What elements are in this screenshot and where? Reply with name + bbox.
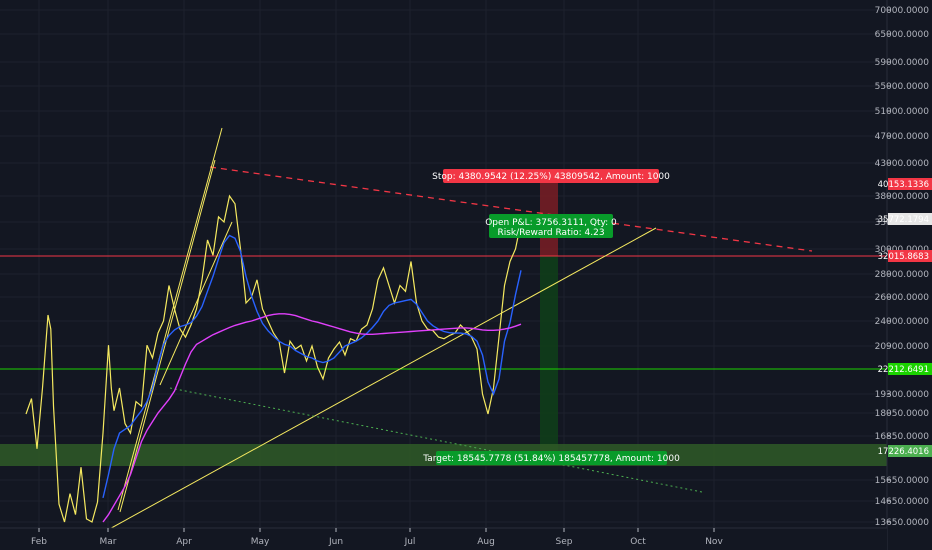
price-tick-label: 19300.0000 bbox=[875, 390, 930, 400]
series-line-0 bbox=[25, 194, 522, 523]
price-tag-label: 35772.1794 bbox=[878, 215, 929, 225]
price-tag-label: 22212.6491 bbox=[878, 365, 929, 375]
price-tag-label: 17226.4016 bbox=[878, 447, 929, 457]
position-labels: Stop: 4380.9542 (12.25%) 43809542, Amoun… bbox=[422, 169, 680, 465]
fan-line-2 bbox=[119, 159, 216, 513]
price-tick-label: 59000.0000 bbox=[875, 58, 930, 68]
time-tick-label: Aug bbox=[477, 537, 495, 547]
time-tick-label: Jul bbox=[404, 537, 416, 547]
time-tick-label: Mar bbox=[100, 537, 117, 547]
price-tag-label: 40153.1336 bbox=[878, 180, 929, 190]
price-tick-label: 43000.0000 bbox=[875, 159, 930, 169]
price-tick-label: 16850.0000 bbox=[875, 432, 930, 442]
time-axis-background bbox=[0, 528, 887, 550]
price-tick-label: 20900.0000 bbox=[875, 342, 930, 352]
grid bbox=[0, 0, 887, 528]
price-tag-box bbox=[888, 445, 932, 457]
price-tag-box bbox=[888, 213, 932, 225]
stop-label-box bbox=[443, 169, 659, 183]
target-label-box bbox=[436, 451, 667, 465]
price-tick-label: 28000.0000 bbox=[875, 270, 930, 280]
price-tag-box bbox=[888, 178, 932, 190]
time-tick-label: Feb bbox=[31, 537, 47, 547]
price-tag-box bbox=[888, 250, 932, 262]
target-zone bbox=[540, 256, 558, 452]
trend-drawings bbox=[0, 127, 887, 533]
price-tick-label: 47000.0000 bbox=[875, 132, 930, 142]
resistance-trendline bbox=[209, 166, 813, 252]
price-tick-label: 26000.0000 bbox=[875, 293, 930, 303]
price-tick-label: 18050.0000 bbox=[875, 409, 930, 419]
fan-line-3 bbox=[159, 221, 233, 386]
price-tag-label: 32015.8683 bbox=[878, 252, 929, 262]
target-label: Target: 18545.7778 (51.84%) 185457778, A… bbox=[422, 454, 680, 464]
price-tick-label: 51000.0000 bbox=[875, 107, 930, 117]
rising-trendline bbox=[103, 227, 657, 533]
price-axis-background bbox=[887, 0, 932, 550]
time-tick-label: Nov bbox=[705, 537, 723, 547]
time-axis[interactable]: Feb Mar Apr May Jun Jul Aug Sep Oct Nov bbox=[0, 527, 887, 550]
price-tick-label: 24000.0000 bbox=[875, 317, 930, 327]
series-group bbox=[25, 194, 522, 523]
time-tick-label: Sep bbox=[556, 537, 573, 547]
price-tick-label: 15650.0000 bbox=[875, 476, 930, 486]
pnl-label-box bbox=[489, 214, 613, 238]
price-axis[interactable]: 70000.0000 65000.0000 59000.0000 55000.0000… bbox=[875, 0, 932, 550]
price-tick-label: 65000.0000 bbox=[875, 30, 930, 40]
time-tick-label: Apr bbox=[176, 537, 192, 547]
price-tick-label: 38000.0000 bbox=[875, 192, 930, 202]
series-line-2 bbox=[102, 313, 522, 523]
time-tick-label: Oct bbox=[630, 537, 646, 547]
lower-dotted-trendline bbox=[169, 387, 703, 493]
price-tick-label: 55000.0000 bbox=[875, 82, 930, 92]
time-tick-label: May bbox=[251, 537, 270, 547]
time-tick-label: Jun bbox=[328, 537, 343, 547]
series-line-1 bbox=[102, 234, 522, 499]
price-tag-box bbox=[888, 363, 932, 375]
fan-line-1 bbox=[117, 127, 223, 511]
risk-reward-label: Risk/Reward Ratio: 4.23 bbox=[497, 228, 604, 238]
price-tick-label: 13650.0000 bbox=[875, 518, 930, 528]
pnl-label: Open P&L: 3756.3111, Qty: 0 bbox=[485, 218, 617, 228]
price-tick-label: 14650.0000 bbox=[875, 497, 930, 507]
stop-label: Stop: 4380.9542 (12.25%) 43809542, Amoun… bbox=[432, 172, 670, 182]
price-tick-label: 70000.0000 bbox=[875, 6, 930, 16]
